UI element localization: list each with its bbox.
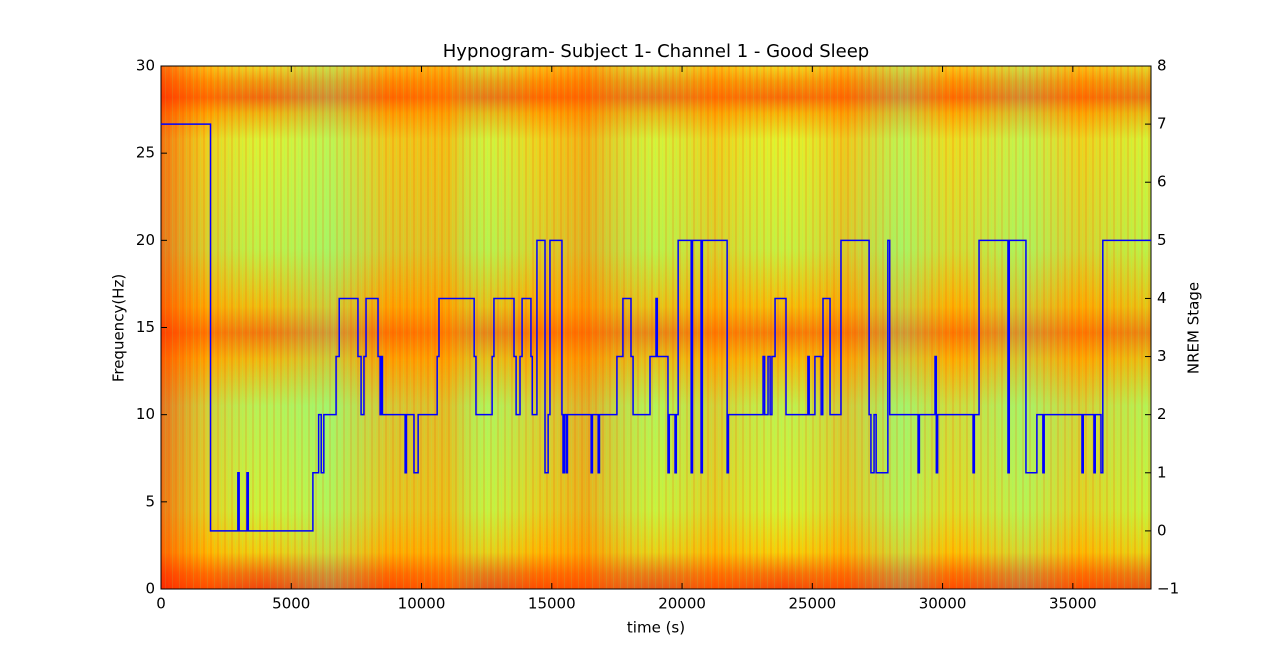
x-tick-label: 20000 <box>658 595 706 613</box>
y2-tick-label: 4 <box>1157 289 1167 307</box>
y-tick-label: 10 <box>136 405 155 423</box>
x-tick-label: 0 <box>156 595 166 613</box>
y2-tick-label: 6 <box>1157 173 1167 191</box>
y2-tick-label: 7 <box>1157 115 1167 133</box>
y2-tick-label: 8 <box>1157 57 1167 75</box>
x-tick-label: 15000 <box>528 595 576 613</box>
y-tick-label: 15 <box>136 318 155 336</box>
y2-tick-label: 1 <box>1157 463 1167 481</box>
y2-tick-label: 3 <box>1157 347 1167 365</box>
y2-tick-label: −1 <box>1157 580 1179 598</box>
chart-title: Hypnogram- Subject 1- Channel 1 - Good S… <box>443 41 869 62</box>
y-axis-label: Frequency(Hz) <box>110 274 128 382</box>
x-tick-label: 5000 <box>272 595 310 613</box>
y-tick-label: 20 <box>136 231 155 249</box>
y-tick-label: 5 <box>145 492 155 510</box>
x-axis-label: time (s) <box>627 619 685 637</box>
y2-tick-label: 0 <box>1157 521 1167 539</box>
x-tick-label: 10000 <box>398 595 446 613</box>
x-tick-label: 35000 <box>1049 595 1097 613</box>
y-tick-label: 0 <box>145 580 155 598</box>
x-tick-label: 30000 <box>919 595 967 613</box>
y2-axis-label: NREM Stage <box>1185 282 1203 374</box>
x-tick-label: 25000 <box>788 595 836 613</box>
y2-tick-label: 2 <box>1157 405 1167 423</box>
y-tick-label: 30 <box>136 57 155 75</box>
y-tick-label: 25 <box>136 144 155 162</box>
y2-tick-label: 5 <box>1157 231 1167 249</box>
hypnogram-line <box>161 123 1151 532</box>
